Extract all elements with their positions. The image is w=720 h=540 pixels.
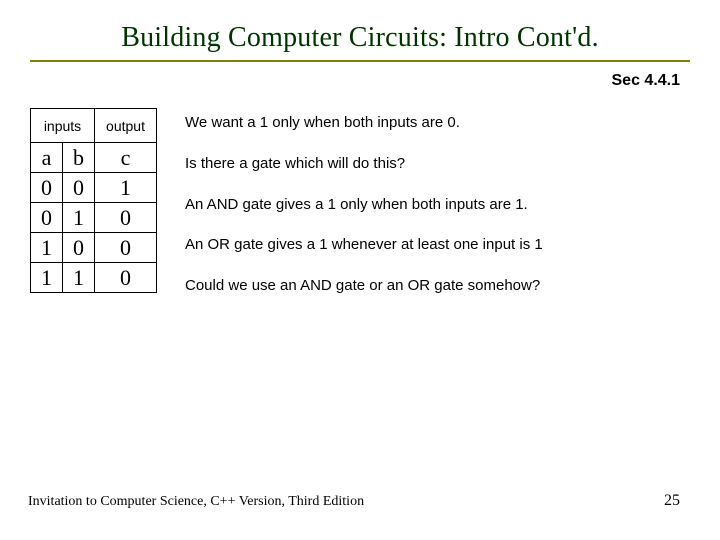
col-head-c: c — [95, 143, 157, 173]
header-inputs: inputs — [31, 109, 95, 143]
slide-title: Building Computer Circuits: Intro Cont'd… — [0, 22, 720, 54]
footer-citation: Invitation to Computer Science, C++ Vers… — [28, 494, 364, 510]
table-header-group-row: inputs output — [31, 109, 157, 143]
table-row: 1 0 0 — [31, 233, 157, 263]
cell-b: 0 — [63, 233, 95, 263]
section-reference: Sec 4.4.1 — [0, 72, 680, 90]
paragraph-2: Is there a gate which will do this? — [185, 155, 690, 174]
table-column-head-row: a b c — [31, 143, 157, 173]
col-head-a: a — [31, 143, 63, 173]
table-row: 0 1 0 — [31, 203, 157, 233]
cell-c: 0 — [95, 233, 157, 263]
title-block: Building Computer Circuits: Intro Cont'd… — [0, 0, 720, 62]
cell-c: 1 — [95, 173, 157, 203]
cell-b: 0 — [63, 173, 95, 203]
cell-b: 1 — [63, 203, 95, 233]
paragraph-4: An OR gate gives a 1 whenever at least o… — [185, 236, 690, 255]
table-row: 1 1 0 — [31, 263, 157, 293]
cell-a: 1 — [31, 233, 63, 263]
truth-table: inputs output a b c 0 0 1 0 1 0 1 0 0 1 … — [30, 108, 157, 293]
cell-a: 0 — [31, 173, 63, 203]
header-output: output — [95, 109, 157, 143]
title-underline — [30, 60, 690, 62]
page-number: 25 — [664, 492, 680, 510]
cell-a: 1 — [31, 263, 63, 293]
cell-c: 0 — [95, 203, 157, 233]
paragraph-5: Could we use an AND gate or an OR gate s… — [185, 277, 690, 296]
footer: Invitation to Computer Science, C++ Vers… — [28, 492, 680, 510]
cell-b: 1 — [63, 263, 95, 293]
cell-c: 0 — [95, 263, 157, 293]
paragraph-3: An AND gate gives a 1 only when both inp… — [185, 196, 690, 215]
table-row: 0 0 1 — [31, 173, 157, 203]
content-area: inputs output a b c 0 0 1 0 1 0 1 0 0 1 … — [0, 108, 720, 318]
col-head-b: b — [63, 143, 95, 173]
explanation-text: We want a 1 only when both inputs are 0.… — [157, 108, 720, 318]
cell-a: 0 — [31, 203, 63, 233]
paragraph-1: We want a 1 only when both inputs are 0. — [185, 114, 690, 133]
